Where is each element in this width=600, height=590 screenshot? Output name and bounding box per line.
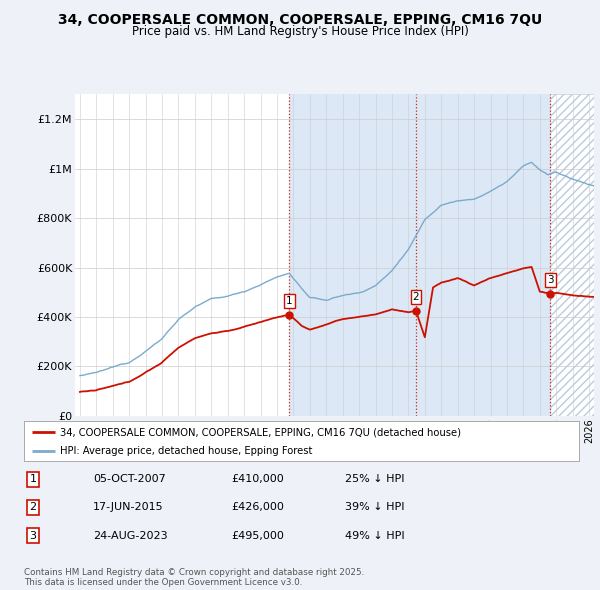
Text: 34, COOPERSALE COMMON, COOPERSALE, EPPING, CM16 7QU: 34, COOPERSALE COMMON, COOPERSALE, EPPIN… [58,13,542,27]
Text: 17-JUN-2015: 17-JUN-2015 [93,503,164,512]
Bar [550,94,594,416]
Text: 2: 2 [29,503,37,512]
Text: 25% ↓ HPI: 25% ↓ HPI [345,474,404,484]
Text: 1: 1 [286,296,293,306]
Bar [289,94,416,416]
Text: 49% ↓ HPI: 49% ↓ HPI [345,531,404,540]
Text: Contains HM Land Registry data © Crown copyright and database right 2025.
This d: Contains HM Land Registry data © Crown c… [24,568,364,587]
Text: HPI: Average price, detached house, Epping Forest: HPI: Average price, detached house, Eppi… [60,447,313,456]
Text: 3: 3 [547,275,554,285]
Text: £495,000: £495,000 [231,531,284,540]
Text: 2: 2 [413,292,419,302]
Text: 39% ↓ HPI: 39% ↓ HPI [345,503,404,512]
Text: £410,000: £410,000 [231,474,284,484]
Text: 3: 3 [29,531,37,540]
Text: 05-OCT-2007: 05-OCT-2007 [93,474,166,484]
Text: 34, COOPERSALE COMMON, COOPERSALE, EPPING, CM16 7QU (detached house): 34, COOPERSALE COMMON, COOPERSALE, EPPIN… [60,427,461,437]
Text: £426,000: £426,000 [231,503,284,512]
Text: Price paid vs. HM Land Registry's House Price Index (HPI): Price paid vs. HM Land Registry's House … [131,25,469,38]
Bar [416,94,550,416]
Text: 1: 1 [29,474,37,484]
Text: 24-AUG-2023: 24-AUG-2023 [93,531,167,540]
